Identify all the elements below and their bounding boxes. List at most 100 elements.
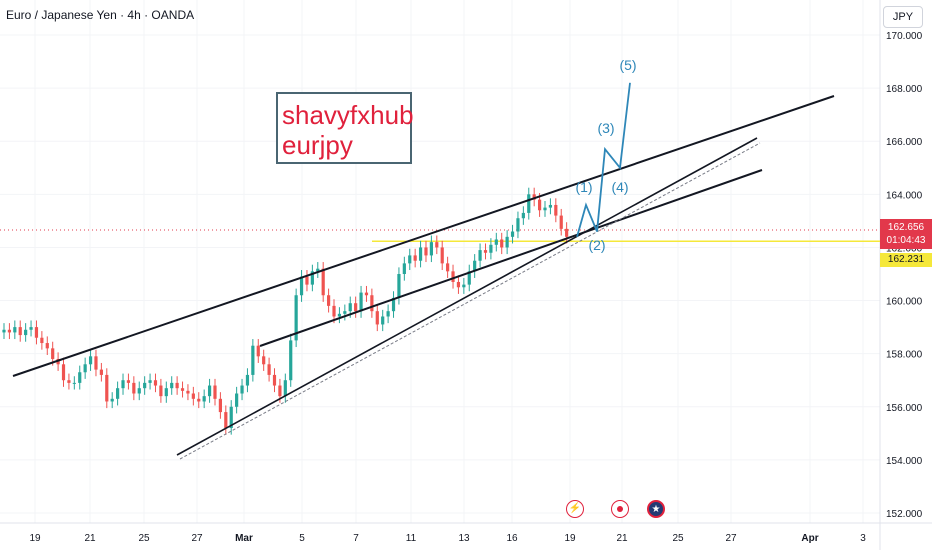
candle[interactable] xyxy=(310,264,314,292)
candle[interactable] xyxy=(559,208,563,236)
candle[interactable] xyxy=(424,240,428,263)
candle[interactable] xyxy=(397,267,401,305)
candle[interactable] xyxy=(159,378,163,403)
candle[interactable] xyxy=(364,285,369,302)
candle[interactable] xyxy=(327,288,331,313)
candle[interactable] xyxy=(272,368,277,393)
candle[interactable] xyxy=(224,405,228,435)
record-icon[interactable] xyxy=(611,500,629,518)
candle[interactable] xyxy=(391,291,396,318)
candle[interactable] xyxy=(121,373,125,395)
candle[interactable] xyxy=(289,333,293,387)
candle[interactable] xyxy=(164,381,168,403)
candle[interactable] xyxy=(180,381,185,398)
candle[interactable] xyxy=(343,304,347,321)
candle[interactable] xyxy=(283,373,287,403)
trendline[interactable] xyxy=(176,137,758,456)
candle[interactable] xyxy=(473,254,477,278)
candle[interactable] xyxy=(170,376,174,395)
candle[interactable] xyxy=(494,232,498,252)
candle[interactable] xyxy=(408,248,412,271)
candle[interactable] xyxy=(94,349,98,377)
candle[interactable] xyxy=(143,376,147,395)
candle[interactable] xyxy=(510,224,515,244)
candle[interactable] xyxy=(13,320,17,340)
candle[interactable] xyxy=(256,339,260,363)
candle[interactable] xyxy=(483,243,488,260)
candle[interactable] xyxy=(554,198,558,223)
candle[interactable] xyxy=(262,349,266,371)
candle[interactable] xyxy=(132,376,136,401)
candle[interactable] xyxy=(565,222,569,244)
candle[interactable] xyxy=(45,336,49,355)
candle[interactable] xyxy=(532,187,536,207)
candle[interactable] xyxy=(218,392,222,419)
candle[interactable] xyxy=(186,384,190,401)
candle[interactable] xyxy=(402,256,406,281)
candle[interactable] xyxy=(245,368,250,393)
candle[interactable] xyxy=(456,275,461,294)
candle[interactable] xyxy=(375,304,379,332)
candle[interactable] xyxy=(61,357,66,387)
lightning-icon[interactable]: ⚡ xyxy=(566,500,584,518)
candle[interactable] xyxy=(24,323,28,342)
candle[interactable] xyxy=(321,262,325,302)
candle[interactable] xyxy=(370,288,374,318)
candle[interactable] xyxy=(354,296,358,318)
candle[interactable] xyxy=(462,277,466,294)
candle[interactable] xyxy=(202,389,206,409)
candle[interactable] xyxy=(110,392,114,409)
candle[interactable] xyxy=(337,307,342,324)
candle[interactable] xyxy=(413,248,417,268)
candle[interactable] xyxy=(440,240,444,271)
candle[interactable] xyxy=(489,238,493,260)
trendline[interactable] xyxy=(259,169,763,347)
candle[interactable] xyxy=(543,200,547,217)
candle[interactable] xyxy=(153,373,158,393)
candle[interactable] xyxy=(29,320,33,337)
candle[interactable] xyxy=(316,262,320,278)
candle[interactable] xyxy=(126,373,131,390)
candle[interactable] xyxy=(359,285,363,318)
candle[interactable] xyxy=(521,206,525,225)
candle[interactable] xyxy=(7,323,12,340)
candle[interactable] xyxy=(2,323,6,340)
trendline[interactable] xyxy=(12,95,835,377)
annotation-box[interactable]: shavyfxhub eurjpy xyxy=(276,92,414,164)
candle[interactable] xyxy=(34,320,39,345)
candle[interactable] xyxy=(207,378,212,403)
candle[interactable] xyxy=(548,198,553,215)
candle[interactable] xyxy=(429,235,433,263)
candle[interactable] xyxy=(267,357,271,382)
candle[interactable] xyxy=(213,378,217,406)
candle[interactable] xyxy=(381,309,385,332)
candle[interactable] xyxy=(18,320,22,342)
candle[interactable] xyxy=(418,240,423,268)
candle[interactable] xyxy=(137,381,141,401)
candle[interactable] xyxy=(299,270,304,302)
candle[interactable] xyxy=(105,368,109,409)
candle[interactable] xyxy=(478,243,482,268)
candle[interactable] xyxy=(78,365,82,390)
candle[interactable] xyxy=(67,373,71,390)
candle[interactable] xyxy=(40,331,44,350)
candle[interactable] xyxy=(435,235,439,255)
candle[interactable] xyxy=(72,376,76,390)
candle[interactable] xyxy=(88,349,93,371)
candle[interactable] xyxy=(305,270,309,292)
candle[interactable] xyxy=(197,392,201,409)
candle[interactable] xyxy=(500,232,504,255)
candle[interactable] xyxy=(240,378,244,401)
eu-flag-icon[interactable]: ★ xyxy=(647,500,665,518)
candle[interactable] xyxy=(516,211,520,239)
candle[interactable] xyxy=(148,373,152,390)
candle[interactable] xyxy=(116,381,120,406)
currency-selector[interactable]: JPY xyxy=(883,6,923,28)
trendline-dashed[interactable] xyxy=(179,142,761,460)
candle[interactable] xyxy=(83,357,87,379)
candle[interactable] xyxy=(505,230,509,255)
candle[interactable] xyxy=(294,288,298,348)
wave-path[interactable] xyxy=(576,82,631,238)
candle[interactable] xyxy=(229,400,233,435)
